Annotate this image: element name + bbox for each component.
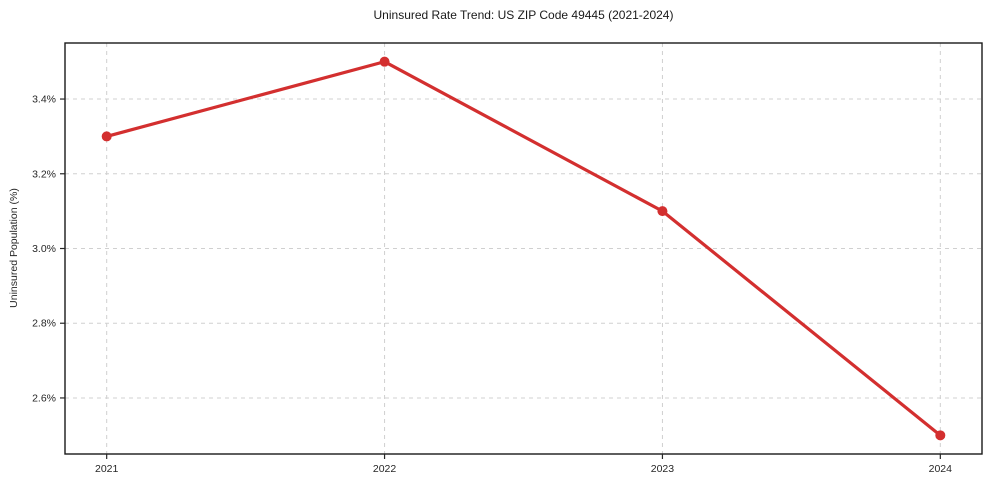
data-point: [101, 131, 112, 142]
y-tick-label: 3.4%: [32, 94, 56, 106]
data-point: [657, 206, 668, 217]
y-tick-label: 3.0%: [32, 243, 56, 255]
chart-title: Uninsured Rate Trend: US ZIP Code 49445 …: [373, 8, 674, 22]
x-tick-label: 2021: [95, 463, 119, 475]
x-tick-label: 2022: [373, 463, 397, 475]
x-tick-label: 2024: [929, 463, 953, 475]
x-tick-label: 2023: [651, 463, 675, 475]
data-point: [379, 56, 390, 67]
data-point: [935, 430, 946, 441]
y-tick-label: 3.2%: [32, 168, 56, 180]
y-tick-label: 2.8%: [32, 318, 56, 330]
trend-line: [105, 60, 942, 437]
y-tick-label: 2.6%: [32, 392, 56, 404]
